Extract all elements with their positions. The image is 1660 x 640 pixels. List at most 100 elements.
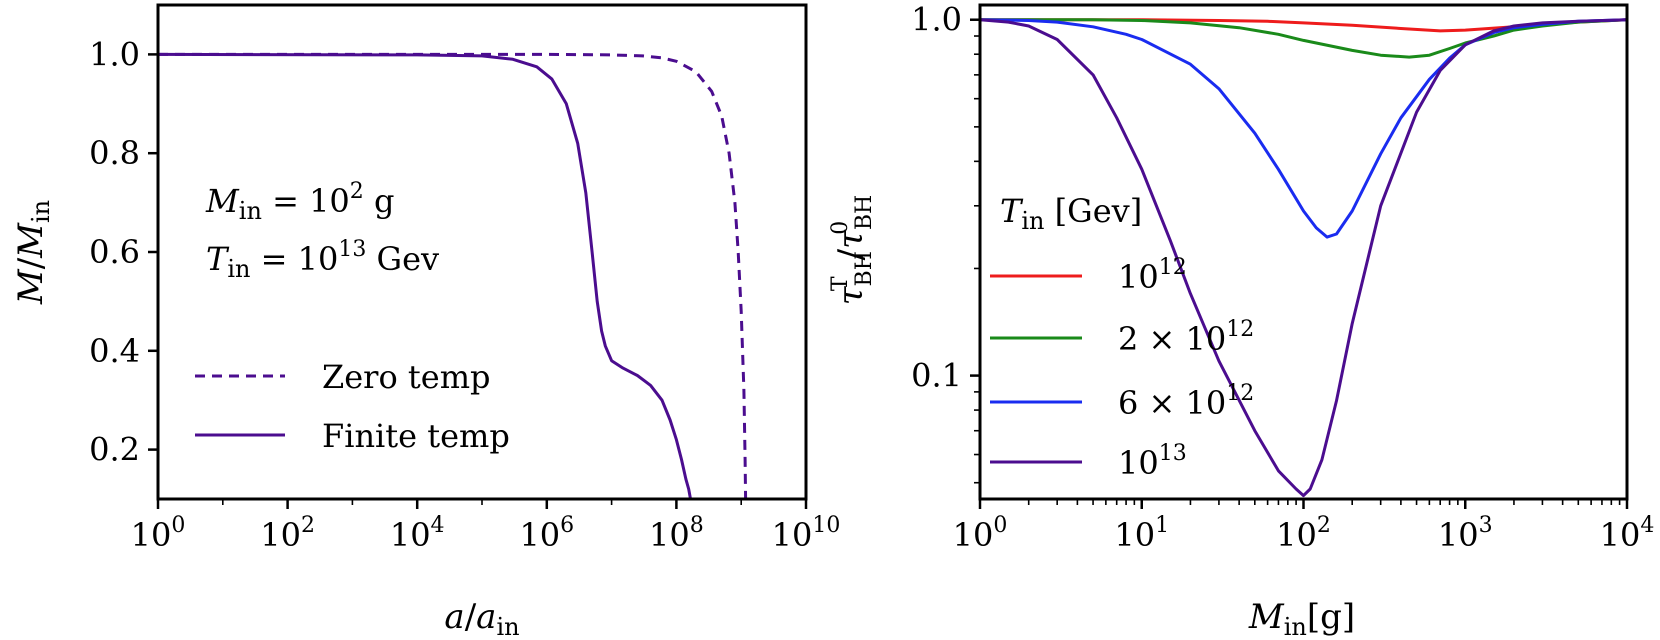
right-xlabel-var: M xyxy=(1248,597,1285,637)
legend-title-unit: [Gev] xyxy=(1044,192,1142,230)
legend-1e13-base: 10 xyxy=(1118,444,1159,482)
right-xtick-label-3: 103 xyxy=(1438,513,1493,554)
left-ylabel: M/Min xyxy=(11,200,55,305)
left-xtick-exp-2: 4 xyxy=(431,513,445,538)
legend-title: Tin [Gev] xyxy=(1000,192,1142,235)
annotation-temp-unit: Gev xyxy=(366,240,439,278)
left-xtick-label-4: 108 xyxy=(649,513,704,554)
annotation-temp: Tin = 1013 Gev xyxy=(206,237,439,283)
left-ytick-label-1: 0.4 xyxy=(89,332,140,370)
right-xlabel-unit: [g] xyxy=(1307,597,1355,637)
right-series-line-3 xyxy=(980,18,1627,498)
legend-label-2e12: 2 × 1012 xyxy=(1118,317,1254,358)
left-ylabel-sep: / xyxy=(11,257,51,269)
left-xlabel-main: a xyxy=(444,597,464,637)
annotation-temp-rel: = 10 xyxy=(250,240,338,278)
left-xtick-base-3: 10 xyxy=(519,516,560,554)
annotation-mass-sub: in xyxy=(239,197,262,225)
left-xlabel-sub: in xyxy=(496,613,519,640)
legend-label-finite-temp: Finite temp xyxy=(322,417,510,455)
left-ytick-label-4: 1.0 xyxy=(89,35,140,73)
annotation-mass-unit: g xyxy=(364,182,395,220)
right-plot-area xyxy=(980,18,1627,498)
left-xtick-label-1: 102 xyxy=(260,513,315,554)
right-legend: Tin [Gev] 1012 2 × 1012 6 × 1012 1013 xyxy=(990,192,1254,482)
right-ylabel-den-sub: BH xyxy=(852,195,877,230)
right-xtick-exp-1: 1 xyxy=(1155,513,1169,538)
right-ylabel-num-sub: BH xyxy=(852,251,877,286)
left-xtick-exp-4: 8 xyxy=(690,513,704,538)
left-plot-area xyxy=(158,52,748,499)
right-xtick-exp-3: 3 xyxy=(1479,513,1493,538)
right-xtick-label-2: 102 xyxy=(1276,513,1331,554)
right-ylabel-den: τ xyxy=(831,229,871,249)
right-xtick-base-2: 10 xyxy=(1276,516,1317,554)
left-ylabel-var: M xyxy=(11,222,51,259)
annotation-temp-var: T xyxy=(206,240,230,278)
right-xlabel-sub: in xyxy=(1284,613,1307,640)
left-ylabel-main: M xyxy=(11,268,51,305)
left-series-line-0 xyxy=(158,52,748,499)
right-xtick-label-0: 100 xyxy=(953,513,1008,554)
right-series-line-2 xyxy=(980,18,1627,239)
left-xtick-exp-3: 6 xyxy=(560,513,574,538)
left-xtick-base-2: 10 xyxy=(390,516,431,554)
legend-label-1e12: 1012 xyxy=(1118,255,1187,296)
left-xtick-label-5: 1010 xyxy=(772,513,841,554)
left-xtick-exp-0: 0 xyxy=(171,513,185,538)
right-xlabel: Min[g] xyxy=(1248,597,1355,640)
right-xtick-label-1: 101 xyxy=(1114,513,1169,554)
legend-label-zero-temp: Zero temp xyxy=(322,358,491,396)
legend-6e12-exp: 12 xyxy=(1226,381,1254,406)
right-ylabel-den-sup: 0 xyxy=(828,221,853,235)
left-xtick-base-1: 10 xyxy=(260,516,301,554)
legend-title-var: T xyxy=(1000,192,1024,230)
right-ytick-label-0: 0.1 xyxy=(911,357,962,395)
legend-2e12-pre: 2 × xyxy=(1118,320,1186,358)
right-xtick-base-0: 10 xyxy=(953,516,994,554)
legend-6e12-pre: 6 × xyxy=(1118,384,1186,422)
right-xtick-exp-2: 2 xyxy=(1317,513,1331,538)
legend-1e13-exp: 13 xyxy=(1159,441,1187,466)
right-xtick-base-1: 10 xyxy=(1114,516,1155,554)
right-xtick-exp-0: 0 xyxy=(993,513,1007,538)
left-legend: Zero temp Finite temp xyxy=(195,358,510,455)
left-xlabel-var: a xyxy=(476,597,496,637)
right-xtick-label-4: 104 xyxy=(1600,513,1655,554)
left-xtick-exp-5: 10 xyxy=(812,513,840,538)
right-series-line-1 xyxy=(980,18,1627,59)
annotation-mass: Min = 102 g xyxy=(205,179,394,225)
annotation-mass-rel: = 10 xyxy=(262,182,350,220)
left-ytick-label-2: 0.6 xyxy=(89,233,140,271)
legend-6e12-base: 10 xyxy=(1186,384,1227,422)
left-ylabel-sub: in xyxy=(27,200,55,223)
left-xlabel-sep: / xyxy=(465,597,477,637)
legend-label-1e13: 1013 xyxy=(1118,441,1187,482)
left-xtick-base-0: 10 xyxy=(131,516,172,554)
legend-1e12-base: 10 xyxy=(1118,258,1159,296)
annotation-mass-exp: 2 xyxy=(350,179,364,204)
legend-2e12-exp: 12 xyxy=(1226,317,1254,342)
left-xtick-exp-1: 2 xyxy=(301,513,315,538)
right-axes-frame xyxy=(978,3,1629,501)
right-ylabel-sep: / xyxy=(831,248,871,260)
right-ytick-label-1: 1.0 xyxy=(911,1,962,39)
right-ylabel-num: τ xyxy=(831,285,871,305)
left-xtick-base-4: 10 xyxy=(649,516,690,554)
annotation-temp-exp: 13 xyxy=(338,237,366,262)
annotation-mass-var: M xyxy=(205,182,240,220)
right-ylabel-num-sup: T xyxy=(828,276,853,291)
right-xtick-exp-4: 4 xyxy=(1640,513,1654,538)
right-xtick-base-3: 10 xyxy=(1438,516,1479,554)
right-ylabel: τBHT/τBH0 xyxy=(828,195,877,306)
legend-2e12-base: 10 xyxy=(1186,320,1227,358)
left-series-line-1 xyxy=(158,52,692,499)
left-ytick-label-0: 0.2 xyxy=(89,431,140,469)
left-ytick-label-3: 0.8 xyxy=(89,134,140,172)
left-xtick-label-3: 106 xyxy=(519,513,574,554)
legend-1e12-exp: 12 xyxy=(1159,255,1187,280)
